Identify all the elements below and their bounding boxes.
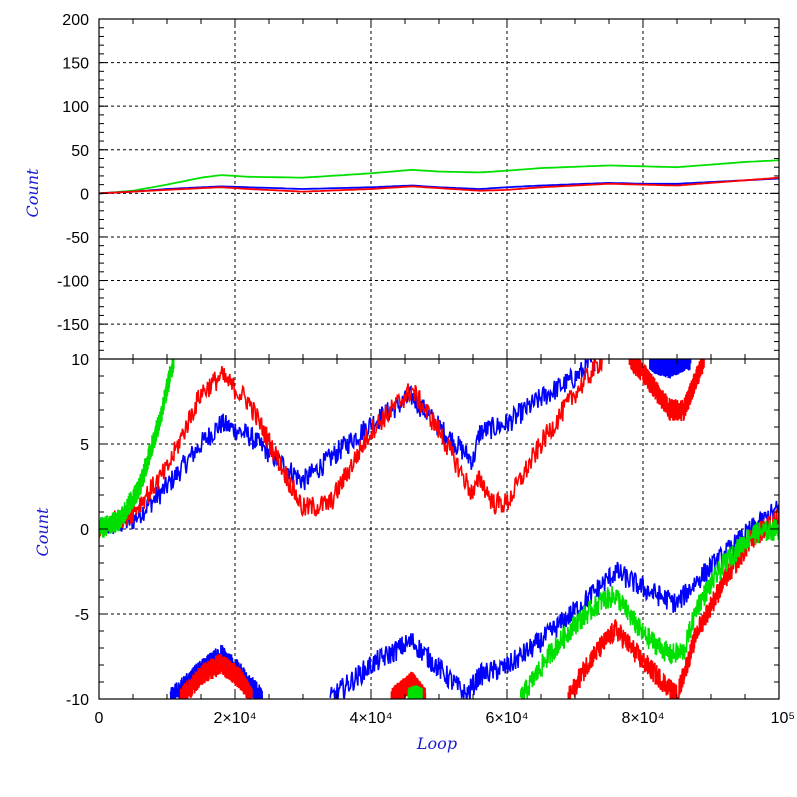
bottom-ticks bbox=[98, 358, 780, 700]
x-tick-label: 8×10⁴ bbox=[622, 710, 665, 727]
y-tick-label: 150 bbox=[62, 56, 89, 73]
x-tick-label: 6×10⁴ bbox=[486, 710, 529, 727]
bottom-tick-labels: 10 5 0 -5 -10 0 2×10⁴ 4×10⁴ 6×10⁴ 8×10⁴ 10⁵ bbox=[66, 352, 795, 727]
y-tick-label: -150 bbox=[57, 317, 89, 334]
y-tick-label: 0 bbox=[80, 186, 89, 203]
top-tick-labels: 200 150 100 50 0 -50 -100 -150 bbox=[57, 12, 89, 334]
series-line bbox=[407, 685, 423, 699]
bottom-y-axis-title: Count bbox=[33, 507, 52, 556]
y-tick-label: 5 bbox=[80, 437, 89, 454]
series-line bbox=[99, 359, 175, 538]
top-y-axis-title: Count bbox=[23, 168, 42, 217]
series-line bbox=[628, 359, 705, 422]
top-series bbox=[99, 159, 779, 195]
x-tick-label: 0 bbox=[95, 710, 104, 727]
top-ticks bbox=[98, 18, 780, 360]
bottom-series bbox=[99, 359, 779, 699]
bottom-panel: 10 5 0 -5 -10 0 2×10⁴ 4×10⁴ 6×10⁴ 8×10⁴ 10⁵ bbox=[66, 352, 795, 727]
series-line bbox=[99, 359, 596, 536]
x-tick-label: 10⁵ bbox=[771, 710, 795, 727]
series-line bbox=[99, 176, 779, 195]
y-tick-label: 0 bbox=[80, 522, 89, 539]
top-panel: 200 150 100 50 0 -50 -100 -150 bbox=[57, 12, 780, 360]
series-line bbox=[567, 509, 779, 699]
series-line bbox=[649, 359, 692, 379]
y-tick-label: 100 bbox=[62, 99, 89, 116]
series-line bbox=[99, 359, 603, 537]
y-tick-label: -100 bbox=[57, 274, 89, 291]
series-line bbox=[99, 159, 779, 195]
series-line bbox=[329, 500, 779, 699]
y-tick-label: -5 bbox=[75, 607, 89, 624]
series-line bbox=[519, 519, 779, 699]
y-tick-label: 10 bbox=[71, 352, 89, 369]
x-tick-label: 4×10⁴ bbox=[350, 710, 393, 727]
top-grid bbox=[99, 19, 779, 359]
x-axis-title: Loop bbox=[416, 734, 457, 753]
y-tick-label: 200 bbox=[62, 12, 89, 29]
x-tick-label: 2×10⁴ bbox=[214, 710, 257, 727]
y-tick-label: 50 bbox=[71, 143, 89, 160]
series-line bbox=[179, 654, 253, 699]
y-tick-label: -50 bbox=[66, 230, 89, 247]
y-tick-label: -10 bbox=[66, 692, 89, 709]
